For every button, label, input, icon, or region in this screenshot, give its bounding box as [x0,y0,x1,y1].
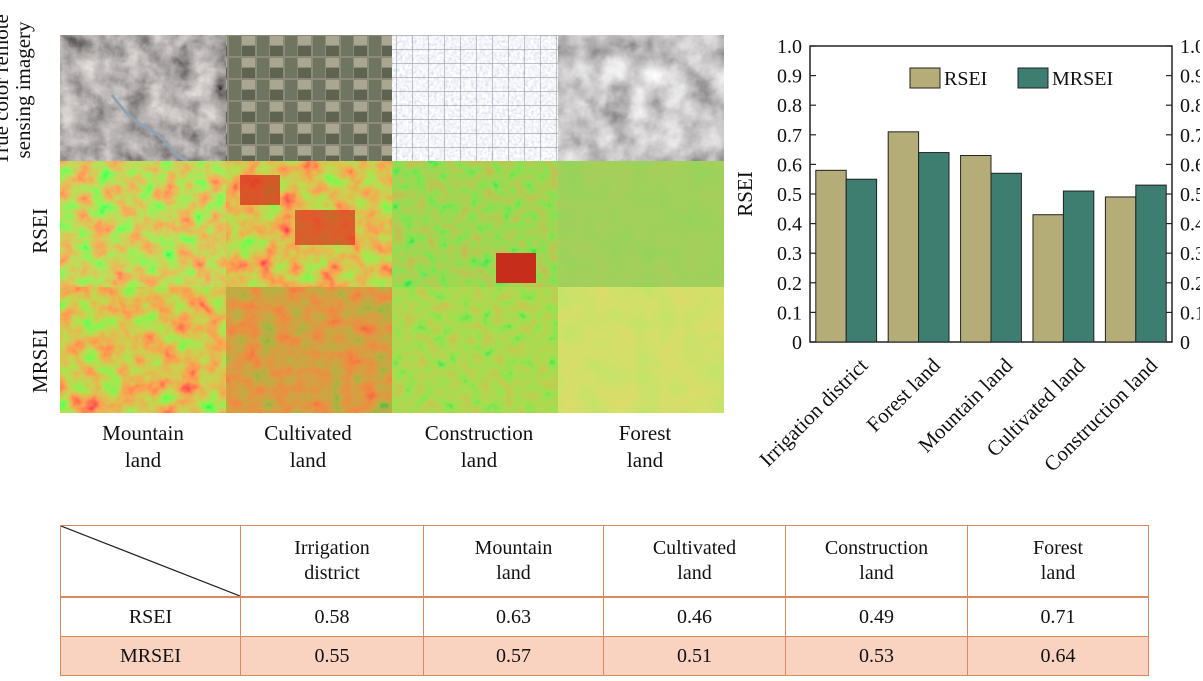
table-row-label: MRSEI [60,636,241,676]
table-cell: 0.71 [967,596,1149,637]
y-tick-label-right: 0.5 [1180,184,1200,206]
y-tick-label-left: 0.4 [777,214,802,236]
table-corner-cell [60,525,241,598]
col-label-cultivated: Cultivated land [264,421,352,472]
data-table: Irrigation district Mountain land Cultivat… [60,525,1149,676]
table-cell: 0.58 [240,596,424,637]
bar-mrsei [1135,184,1167,343]
bar-mrsei [990,172,1022,343]
y-tick-label-right: 0.1 [1180,302,1200,324]
diagonal-divider [61,526,240,596]
table-header-forest: Forest land [967,525,1149,598]
table-cell: 0.51 [603,636,786,676]
table-row-label: RSEI [60,596,241,637]
bar-mrsei [845,178,878,343]
y-tick-label-right: 0.7 [1180,125,1200,147]
y-tick-label-left: 0.1 [777,302,802,324]
bar-chart: 0 0 0.1 0.1 0.2 0.2 0.3 0.3 0.4 0.4 0.5 0.5 0.6 0.6 0.… [733,36,1200,476]
table-cell: 0.53 [785,636,968,676]
table-header-irrigation: Irrigation district [240,525,424,598]
y-tick-label-left: 0.5 [777,184,802,206]
col-label-forest: Forest land [618,421,672,472]
x-tick-label: Irrigation district [754,353,872,471]
bar-rsei [1032,214,1064,343]
bar-mrsei [918,152,950,343]
table-header-construction: Construction land [785,525,968,598]
y-tick-label-left: 0.6 [777,154,802,176]
col-label-construction: Construction land [424,421,534,472]
bar-rsei [960,155,992,343]
row-label-mrsei: MRSEI [28,328,52,394]
table-cell: 0.49 [785,596,968,637]
table-header-row: Irrigation district Mountain land Cultivat… [60,525,1149,598]
table-cell: 0.57 [423,636,604,676]
legend-label-mrsei: MRSEI [1052,68,1113,90]
y-tick-label-left: 1.0 [777,36,802,58]
y-tick-label-left: 0.3 [777,243,802,265]
table-header-mountain: Mountain land [423,525,604,598]
legend-swatch-rsei [909,67,941,89]
table-row-rsei: RSEI 0.58 0.63 0.46 0.49 0.71 [60,596,1149,637]
bar-mrsei [1062,190,1095,343]
y-tick-label-right: 0.3 [1180,243,1200,265]
table-cell: 0.63 [423,596,604,637]
image-grid [60,35,724,413]
y-tick-label-left: 0 [792,332,802,354]
col-label-mountain: Mountain land [102,421,184,472]
row-label-true-color: True color remote sensing imagery [0,14,35,165]
table-cell: 0.46 [603,596,786,637]
y-tick-label-right: 0.2 [1180,273,1200,295]
bar-rsei [815,169,847,343]
mrsei-row [60,287,724,413]
y-axis-label: RSEI [733,171,757,217]
y-tick-label-left: 0.8 [777,95,802,117]
y-tick-label-right: 0 [1180,332,1190,354]
y-tick-label-right: 1.0 [1180,36,1200,58]
table-cell: 0.64 [967,636,1149,676]
legend-swatch-mrsei [1017,67,1049,89]
table-cell: 0.55 [240,636,424,676]
table-header-cultivated: Cultivated land [603,525,786,598]
row-label-line: sensing imagery [11,21,35,159]
legend: RSEI MRSEI [909,67,1113,90]
y-tick-label-left: 0.2 [777,273,802,295]
true-color-row [60,35,724,163]
bar-rsei [1104,196,1137,343]
bar-rsei [887,131,920,343]
y-tick-label-right: 0.9 [1180,66,1200,88]
y-tick-label-left: 0.9 [777,66,802,88]
bars [815,131,1167,343]
table-row-mrsei: MRSEI 0.55 0.57 0.51 0.53 0.64 [60,636,1149,676]
y-tick-label-left: 0.7 [777,125,802,147]
legend-label-rsei: RSEI [944,68,987,90]
y-tick-label-right: 0.8 [1180,95,1200,117]
ticks: 0 0 0.1 0.1 0.2 0.2 0.3 0.3 0.4 0.4 0.5 0.5 0.6 0.6 0.… [777,36,1200,354]
row-label-rsei: RSEI [28,208,52,254]
y-tick-label-right: 0.4 [1180,214,1200,236]
rsei-row [60,161,724,287]
y-tick-label-right: 0.6 [1180,154,1200,176]
